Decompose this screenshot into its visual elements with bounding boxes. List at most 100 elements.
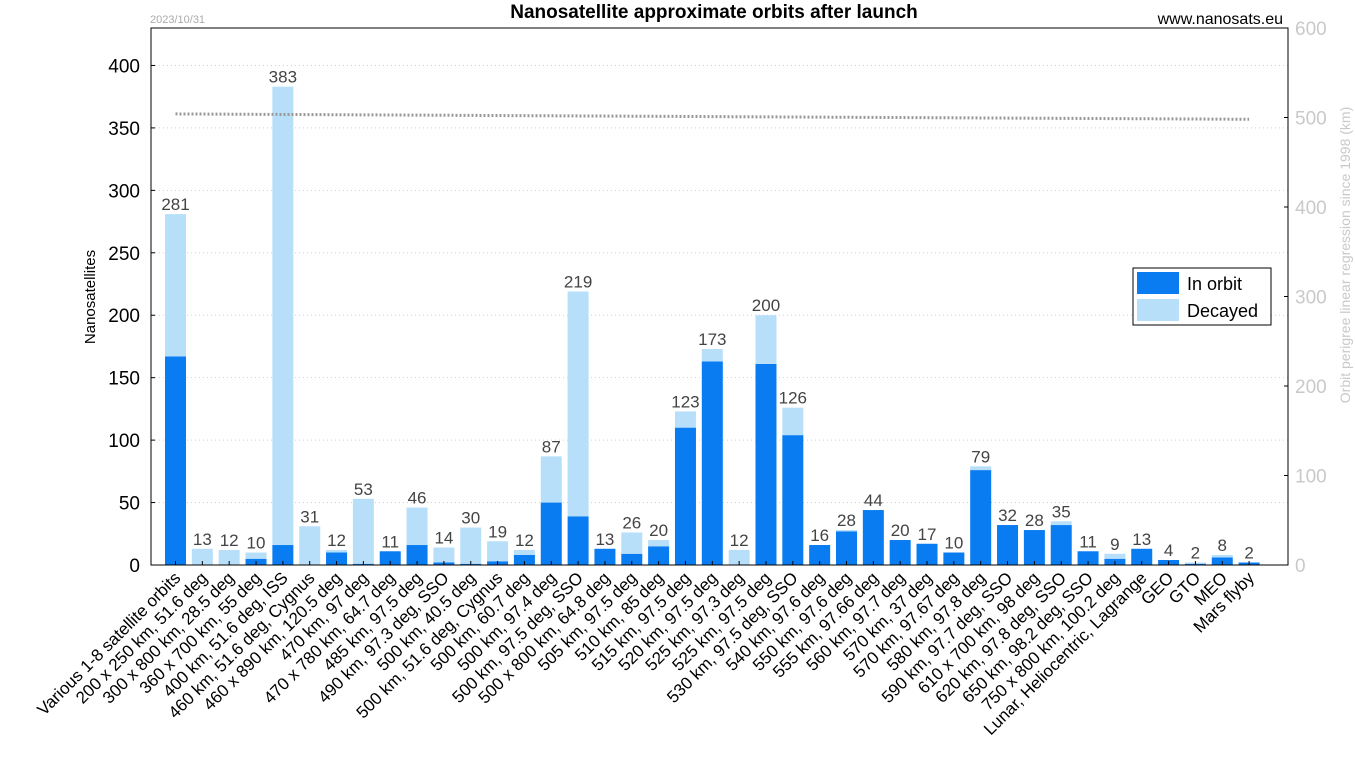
bar-total-label: 35 — [1052, 502, 1071, 521]
bar-total-label: 32 — [998, 506, 1017, 525]
bar-total-label: 2 — [1244, 544, 1253, 563]
bar-decayed — [513, 550, 535, 556]
bar-total-label: 44 — [864, 491, 883, 510]
bar-in-orbit — [1131, 548, 1153, 565]
bar-total-label: 53 — [354, 480, 373, 499]
source-url: www.nanosats.eu — [1157, 11, 1283, 28]
bar-decayed — [782, 407, 804, 436]
bar-total-label: 281 — [161, 195, 189, 214]
bar-decayed — [728, 550, 750, 565]
bar-total-label: 9 — [1110, 535, 1119, 554]
bar-total-label: 26 — [622, 514, 641, 533]
bar-total-label: 12 — [730, 531, 749, 550]
legend-swatch-decayed — [1137, 299, 1179, 321]
bar-total-label: 13 — [1132, 530, 1151, 549]
bar-total-label: 12 — [327, 531, 346, 550]
bar-in-orbit — [1023, 530, 1045, 565]
y-tick-label: 400 — [108, 56, 140, 77]
bar-total-label: 13 — [595, 530, 614, 549]
bar-in-orbit — [567, 516, 589, 565]
bar-decayed — [567, 291, 589, 517]
bar-in-orbit — [889, 540, 911, 565]
legend-label-in-orbit: In orbit — [1187, 274, 1242, 294]
regression-series-line — [175, 112, 1250, 121]
bar-in-orbit — [997, 525, 1019, 565]
bar-in-orbit — [943, 552, 965, 565]
bar-decayed — [433, 547, 455, 563]
bar-total-label: 87 — [542, 437, 561, 456]
total-labels: 281 13 12 10 383 31 12 53 11 46 14 30 19 12 87 219 13 26 2… — [161, 68, 1254, 563]
bar-decayed — [540, 456, 562, 503]
bar-total-label: 28 — [1025, 511, 1044, 530]
bar-in-orbit — [809, 545, 831, 565]
regression-line — [175, 112, 1250, 121]
bar-in-orbit — [674, 427, 696, 565]
legend-label-decayed: Decayed — [1187, 301, 1258, 321]
y-tick-label: 300 — [108, 181, 140, 202]
bar-total-label: 200 — [752, 296, 780, 315]
bar-decayed — [487, 541, 509, 562]
bar-decayed — [165, 214, 186, 357]
bar-total-label: 123 — [671, 392, 699, 411]
bar-total-label: 4 — [1164, 541, 1173, 560]
bar-total-label: 2 — [1191, 544, 1200, 563]
bar-in-orbit — [406, 545, 428, 565]
bar-in-orbit — [165, 356, 186, 565]
bar-decayed — [1104, 553, 1126, 559]
bar-total-label: 17 — [918, 525, 937, 544]
bar-in-orbit — [540, 502, 562, 565]
bar-total-label: 14 — [434, 529, 453, 548]
y-tick-label: 0 — [129, 556, 140, 577]
bar-total-label: 46 — [408, 489, 427, 508]
bar-decayed — [326, 550, 348, 553]
bar-total-label: 383 — [269, 68, 297, 87]
y2-tick-label: 0 — [1295, 556, 1306, 577]
y2-tick-label: 100 — [1295, 467, 1327, 488]
bar-total-label: 19 — [488, 522, 507, 541]
y-tick-label: 250 — [108, 244, 140, 265]
y-axis-label: Nanosatellites — [82, 250, 99, 344]
bar-total-label: 11 — [1079, 532, 1097, 551]
bar-in-orbit — [379, 551, 401, 565]
bar-in-orbit — [513, 555, 535, 565]
bar-decayed — [1211, 555, 1233, 558]
bar-total-label: 20 — [649, 521, 668, 540]
bar-total-label: 30 — [461, 509, 480, 528]
bar-decayed — [648, 540, 670, 547]
bar-decayed — [272, 86, 294, 546]
bar-decayed — [621, 532, 643, 554]
y-tick-label: 50 — [119, 494, 140, 515]
bar-total-label: 126 — [779, 389, 807, 408]
bar-decayed — [674, 411, 696, 428]
bar-total-label: 219 — [564, 273, 592, 292]
chart-title: Nanosatellite approximate orbits after l… — [510, 2, 918, 23]
bar-decayed — [701, 348, 723, 362]
bars — [165, 86, 1260, 565]
bar-in-orbit — [836, 531, 857, 565]
y-tick-label: 100 — [108, 431, 140, 452]
bar-decayed — [245, 552, 267, 559]
y-tick-label: 200 — [108, 306, 140, 327]
bar-total-label: 79 — [971, 447, 990, 466]
bar-in-orbit — [862, 510, 884, 565]
bar-decayed — [970, 466, 992, 471]
bar-decayed — [755, 315, 777, 364]
bar-total-label: 8 — [1218, 536, 1227, 555]
bar-total-label: 16 — [810, 526, 829, 545]
bar-decayed — [460, 527, 482, 564]
bar-decayed — [1050, 521, 1072, 526]
bar-total-label: 28 — [837, 511, 856, 530]
bar-decayed — [191, 548, 213, 565]
legend-swatch-in-orbit — [1137, 272, 1179, 294]
bar-total-label: 10 — [247, 534, 266, 553]
bar-in-orbit — [272, 545, 294, 565]
bar-decayed — [299, 526, 321, 565]
bar-total-label: 173 — [698, 330, 726, 349]
y2-tick-label: 300 — [1295, 288, 1327, 309]
legend: In orbit Decayed — [1132, 267, 1272, 326]
bar-in-orbit — [782, 435, 804, 565]
bar-in-orbit — [701, 361, 723, 565]
bar-in-orbit — [1050, 525, 1072, 565]
